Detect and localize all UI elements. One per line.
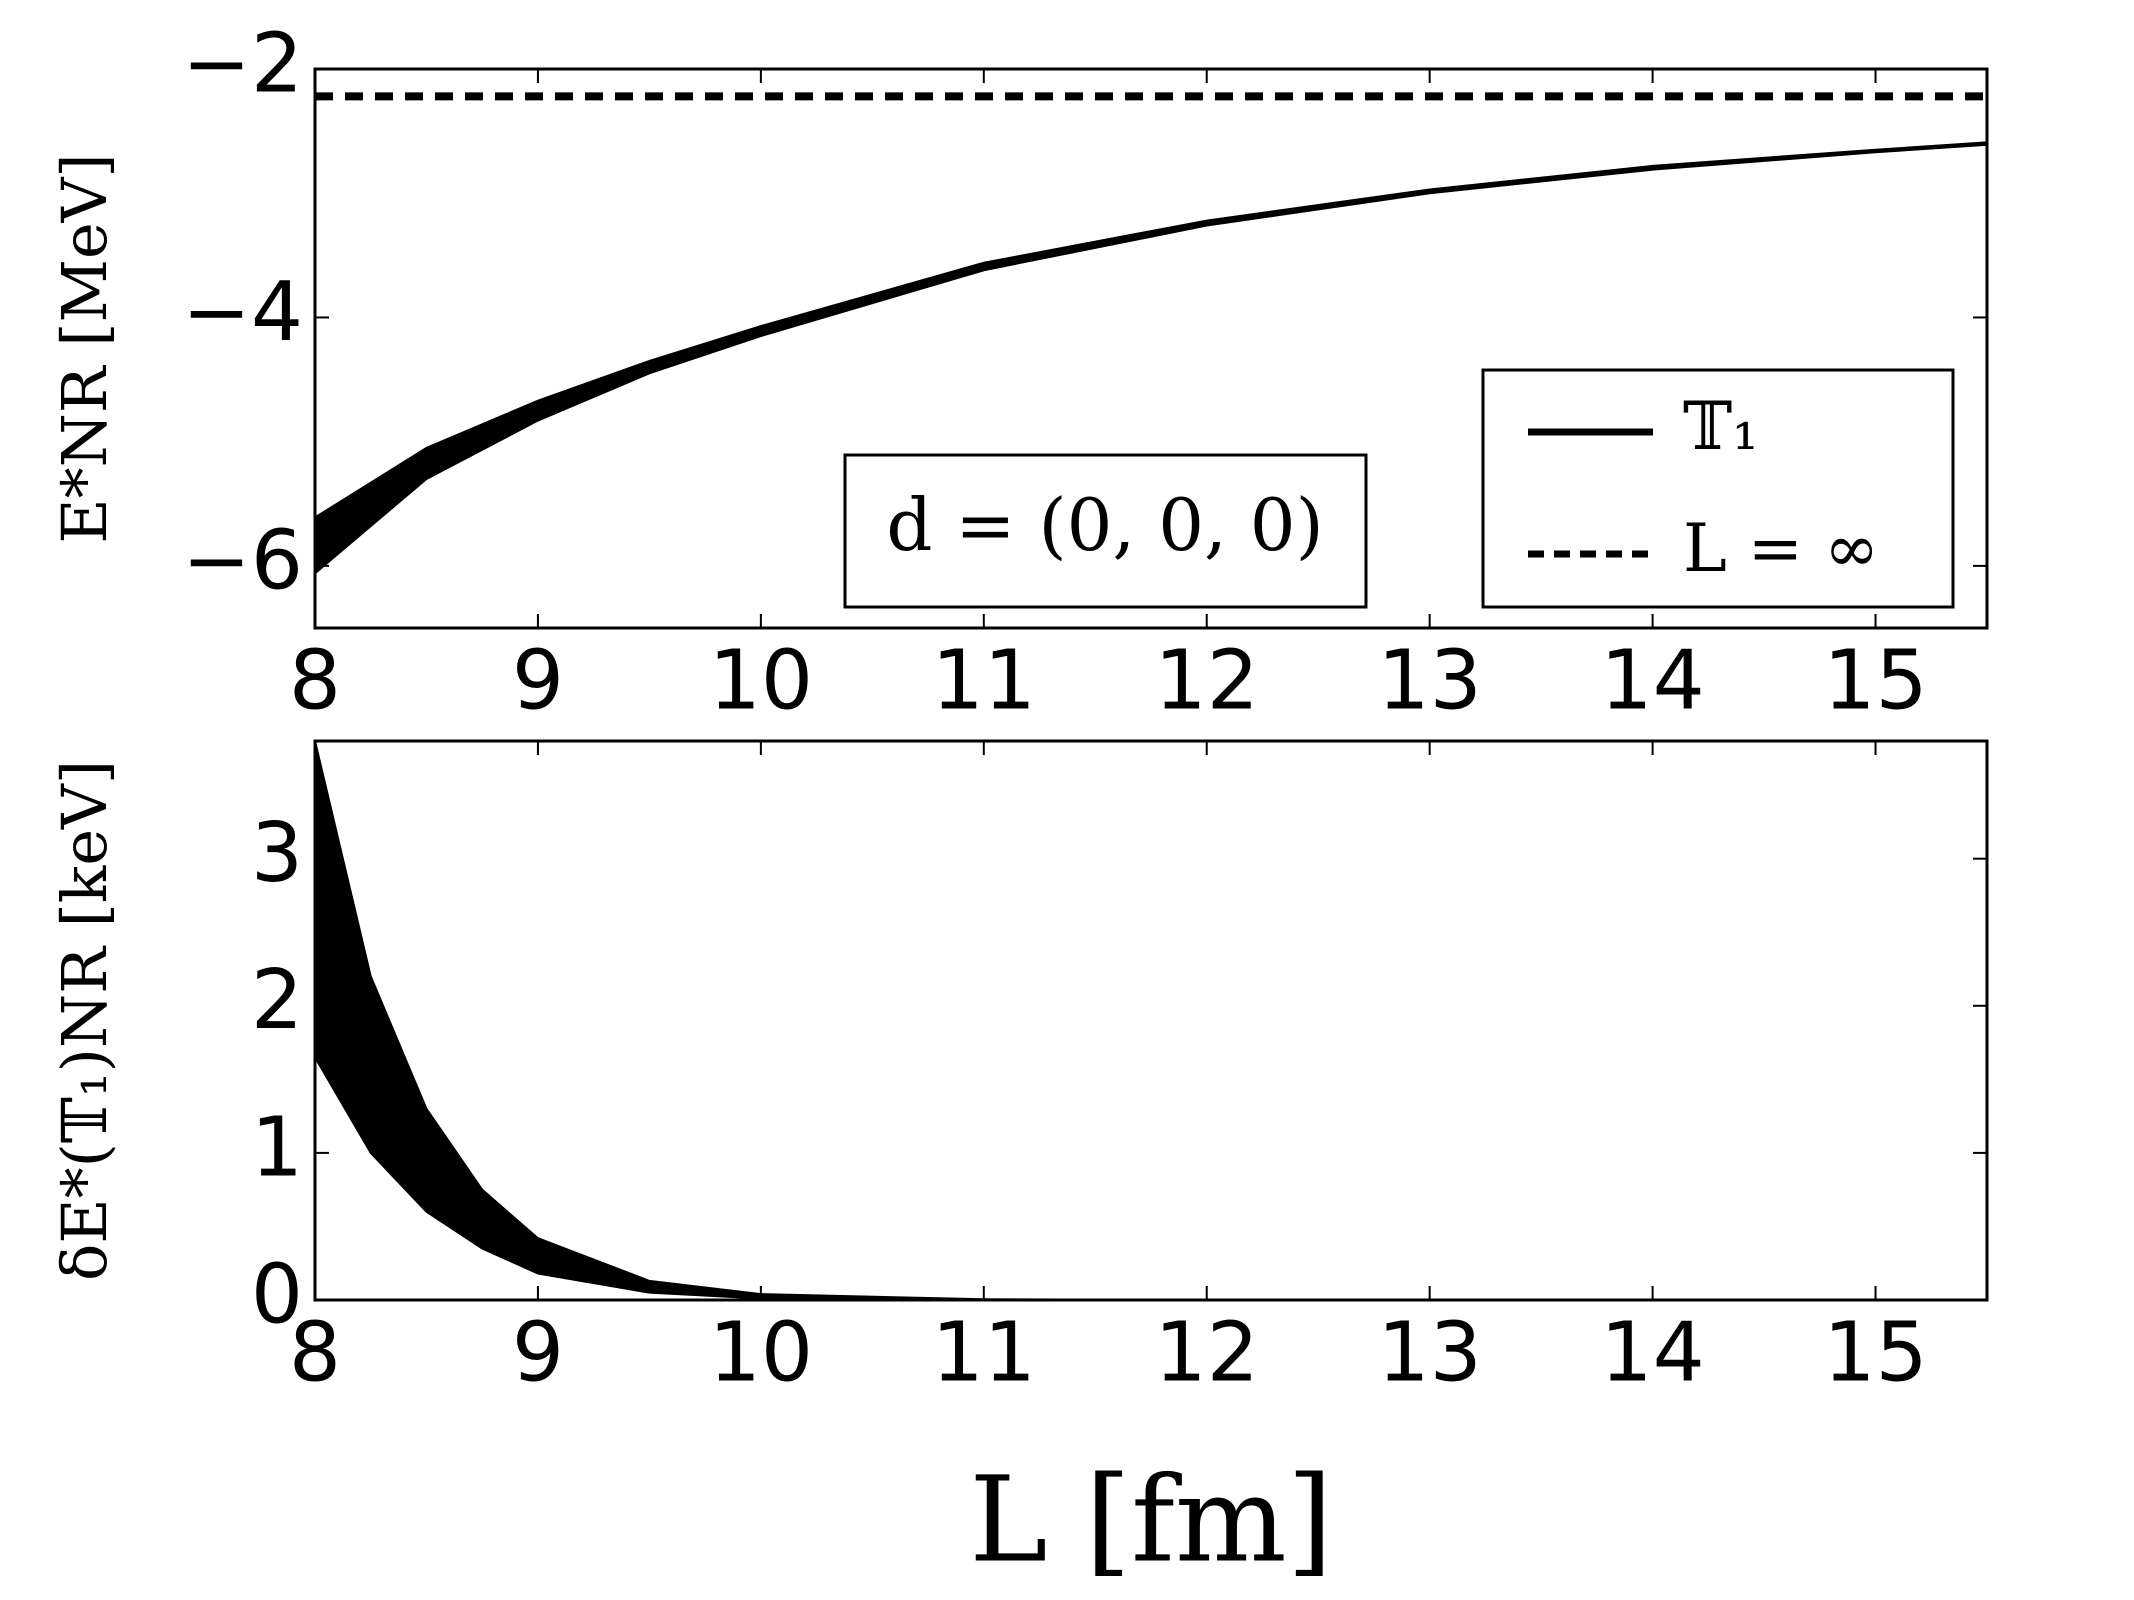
y-axis-label: δE*(𝕋₁)NR [keV] [48,760,121,1281]
x-axis-label: L [fm] [969,1451,1333,1589]
plot-frame [313,67,1989,630]
y-tick-label: −6 [182,513,303,608]
band [314,740,1987,1301]
x-tick-label: 14 [1600,1305,1704,1400]
x-tick-label: 15 [1823,633,1927,728]
legend-label: L = ∞ [1683,510,1879,587]
y-tick-label: −4 [182,265,303,360]
x-tick-label: 14 [1600,633,1704,728]
x-tick-label: 11 [932,1305,1036,1400]
y-tick-label: 3 [251,806,303,901]
legend-box [1481,368,1955,609]
y-tick-label: −2 [182,16,303,111]
plot-frame [313,739,1989,1302]
x-tick-label: 8 [289,633,341,728]
y-tick-label: 2 [251,953,303,1048]
x-tick-label: 13 [1377,1305,1481,1400]
x-tick-label: 12 [1155,633,1259,728]
x-tick-label: 9 [512,1305,564,1400]
x-tick-label: 10 [709,633,813,728]
annotation-box [843,453,1368,609]
x-tick-label: 10 [709,1305,813,1400]
x-tick-label: 13 [1377,633,1481,728]
x-tick-label: 15 [1823,1305,1927,1400]
x-tick-label: 9 [512,633,564,728]
y-tick-label: 1 [251,1100,303,1195]
annotation: d = (0, 0, 0) [886,483,1323,567]
x-tick-label: 12 [1155,1305,1259,1400]
x-tick-label: 8 [289,1305,341,1400]
legend-label: 𝕋₁ [1683,388,1759,465]
x-tick-label: 11 [932,633,1036,728]
y-tick-label: 0 [251,1247,303,1342]
y-axis-label: E*NR [MeV] [48,153,121,543]
